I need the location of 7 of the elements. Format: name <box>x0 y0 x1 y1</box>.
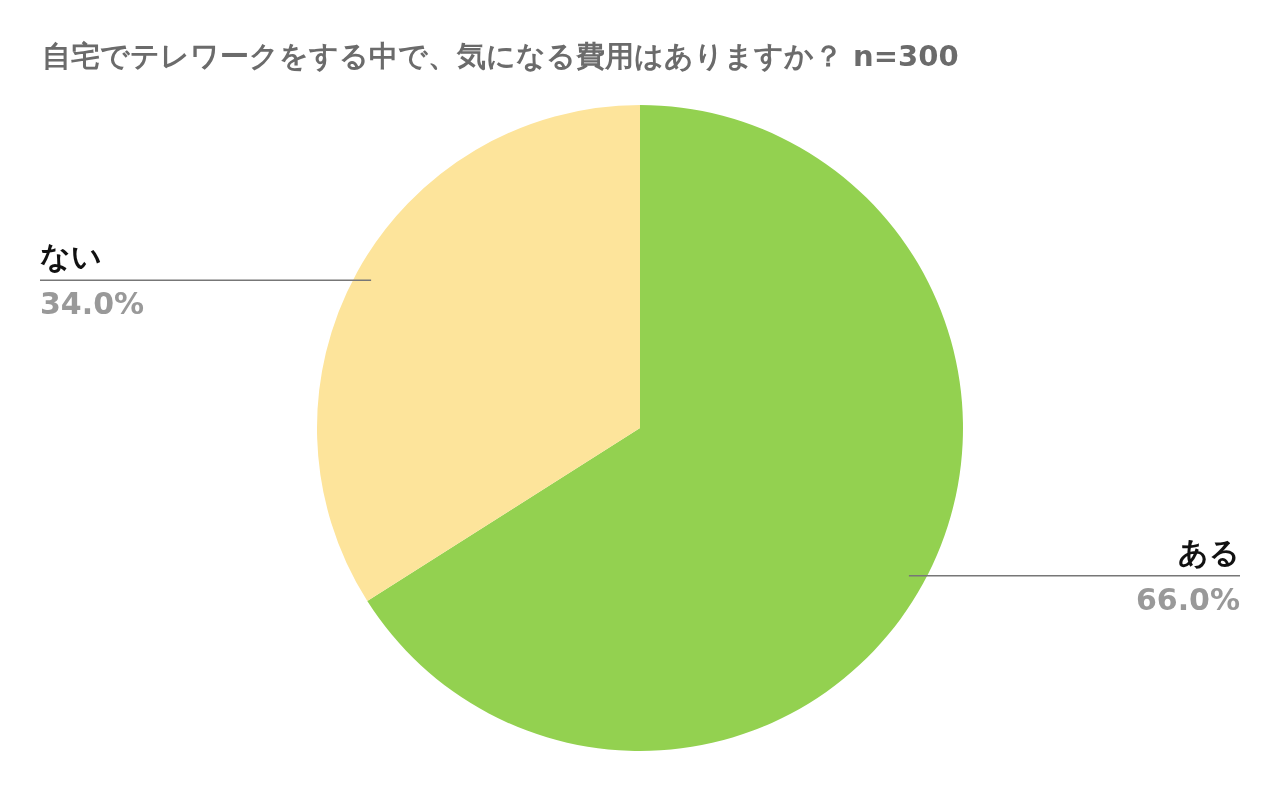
data-label: 66.0% <box>1135 581 1240 617</box>
pie-slice <box>317 105 640 602</box>
pie-slice <box>367 105 963 751</box>
slice-label: ない <box>40 239 102 275</box>
slice-label: ある <box>1178 534 1240 570</box>
chart-title: 自宅でテレワークをする中で、気になる費用はありますか？ n=300 <box>42 39 959 73</box>
data-label: 34.0% <box>40 286 145 322</box>
